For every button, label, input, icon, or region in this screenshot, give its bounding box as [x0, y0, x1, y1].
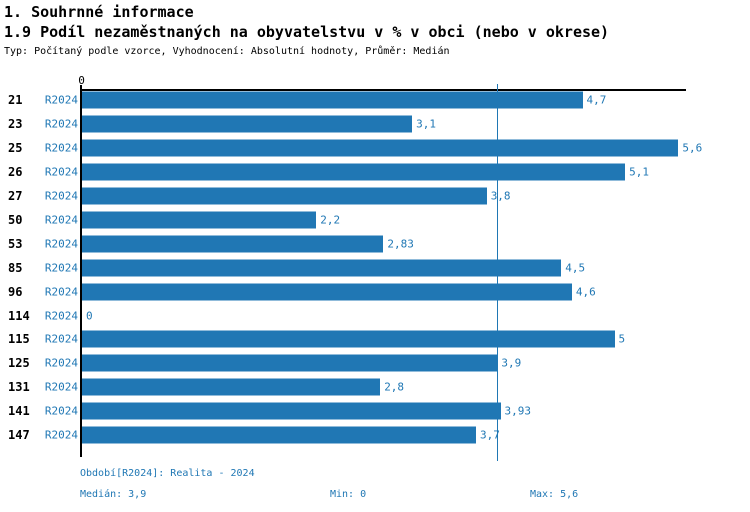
bar-value-label: 2,2: [320, 213, 341, 227]
row-period-label: R2024: [44, 332, 78, 346]
chart-row: 50 R2024 2,2: [0, 208, 750, 232]
bar: [82, 235, 384, 253]
chart-row: 114 R2024 0: [0, 304, 750, 328]
row-period-label: R2024: [44, 285, 78, 299]
row-category-label: 96: [8, 284, 23, 299]
chart-row: 85 R2024 4,5: [0, 256, 750, 280]
row-category-label: 27: [8, 189, 23, 204]
bar: [82, 378, 381, 396]
chart-row: 125 R2024 3,9: [0, 351, 750, 375]
row-period-label: R2024: [44, 309, 78, 323]
row-category-label: 53: [8, 236, 23, 251]
bar: [82, 402, 501, 420]
chart-row: 26 R2024 5,1: [0, 160, 750, 184]
bar-value-label: 2,8: [384, 380, 405, 394]
chart-row: 25 R2024 5,6: [0, 136, 750, 160]
row-category-label: 85: [8, 260, 23, 275]
bar-value-label: 5: [618, 332, 626, 346]
bar-value-label: 2,83: [387, 237, 414, 251]
y-axis-line: [80, 85, 82, 457]
bar-value-label: 4,7: [586, 93, 607, 107]
row-category-label: 131: [8, 380, 30, 395]
row-category-label: 115: [8, 332, 30, 347]
bar: [82, 426, 477, 444]
row-category-label: 25: [8, 141, 23, 156]
row-period-label: R2024: [44, 261, 78, 275]
row-category-label: 114: [8, 308, 30, 323]
period-label: Období[R2024]: Realita - 2024: [80, 468, 255, 479]
chart-row: 141 R2024 3,93: [0, 399, 750, 423]
row-period-label: R2024: [44, 237, 78, 251]
bar: [82, 187, 487, 205]
bar-value-label: 4,5: [565, 261, 586, 275]
bar-value-label: 3,1: [416, 117, 437, 131]
chart-row: 27 R2024 3,8: [0, 184, 750, 208]
bar: [82, 283, 572, 301]
median-stat-label: Medián: 3,9: [80, 489, 147, 500]
chart-row: 53 R2024 2,83: [0, 232, 750, 256]
max-stat-label: Max: 5,6: [530, 489, 579, 500]
row-category-label: 141: [8, 404, 30, 419]
bar-value-label: 3,7: [480, 428, 500, 442]
min-stat-label: Min: 0: [330, 489, 367, 500]
bar-value-label: 5,6: [682, 141, 703, 155]
row-period-label: R2024: [44, 428, 78, 442]
chart-row: 131 R2024 2,8: [0, 375, 750, 399]
bar: [82, 259, 562, 277]
row-period-label: R2024: [44, 380, 78, 394]
x-axis-line: [80, 89, 686, 91]
bar-value-label: 3,93: [504, 404, 532, 418]
bar: [82, 330, 615, 348]
row-category-label: 23: [8, 117, 23, 132]
x-axis-tick-zero-label: 0: [78, 74, 85, 87]
row-period-label: R2024: [44, 165, 78, 179]
row-category-label: 147: [8, 428, 30, 443]
row-category-label: 125: [8, 356, 30, 371]
row-period-label: R2024: [44, 189, 78, 203]
row-period-label: R2024: [44, 141, 78, 155]
row-period-label: R2024: [44, 93, 78, 107]
chart-row: 21 R2024 4,7: [0, 89, 750, 113]
chart-row: 147 R2024 3,7: [0, 423, 750, 447]
chart-row: 115 R2024 5: [0, 328, 750, 352]
bar: [82, 354, 498, 372]
row-category-label: 26: [8, 165, 23, 180]
bar-value-label: 3,9: [501, 356, 522, 370]
row-category-label: 50: [8, 212, 23, 227]
bar-value-label: 4,6: [575, 285, 596, 299]
chart-row: 23 R2024 3,1: [0, 112, 750, 136]
chart-subtitle: Typ: Počítaný podle vzorce, Vyhodnocení:…: [4, 46, 450, 57]
bar: [82, 211, 317, 229]
bar-chart: 21 R2024 4,7 23 R2024 3,1 25 R2024 5,6 26 R2024 5,1…: [0, 89, 750, 448]
bar: [82, 163, 626, 181]
bar-value-label: 5,1: [629, 165, 650, 179]
section-title: 1. Souhrnné informace: [4, 3, 194, 21]
row-period-label: R2024: [44, 404, 78, 418]
bar-value-label: 0: [86, 309, 93, 323]
bar-value-label: 3,8: [490, 189, 511, 203]
bar: [82, 115, 413, 133]
row-period-label: R2024: [44, 356, 78, 370]
chart-row: 96 R2024 4,6: [0, 280, 750, 304]
bar: [82, 91, 583, 109]
bar: [82, 139, 679, 157]
chart-title: 1.9 Podíl nezaměstnaných na obyvatelstvu…: [4, 23, 610, 41]
row-period-label: R2024: [44, 213, 78, 227]
row-category-label: 21: [8, 93, 23, 108]
row-period-label: R2024: [44, 117, 78, 131]
